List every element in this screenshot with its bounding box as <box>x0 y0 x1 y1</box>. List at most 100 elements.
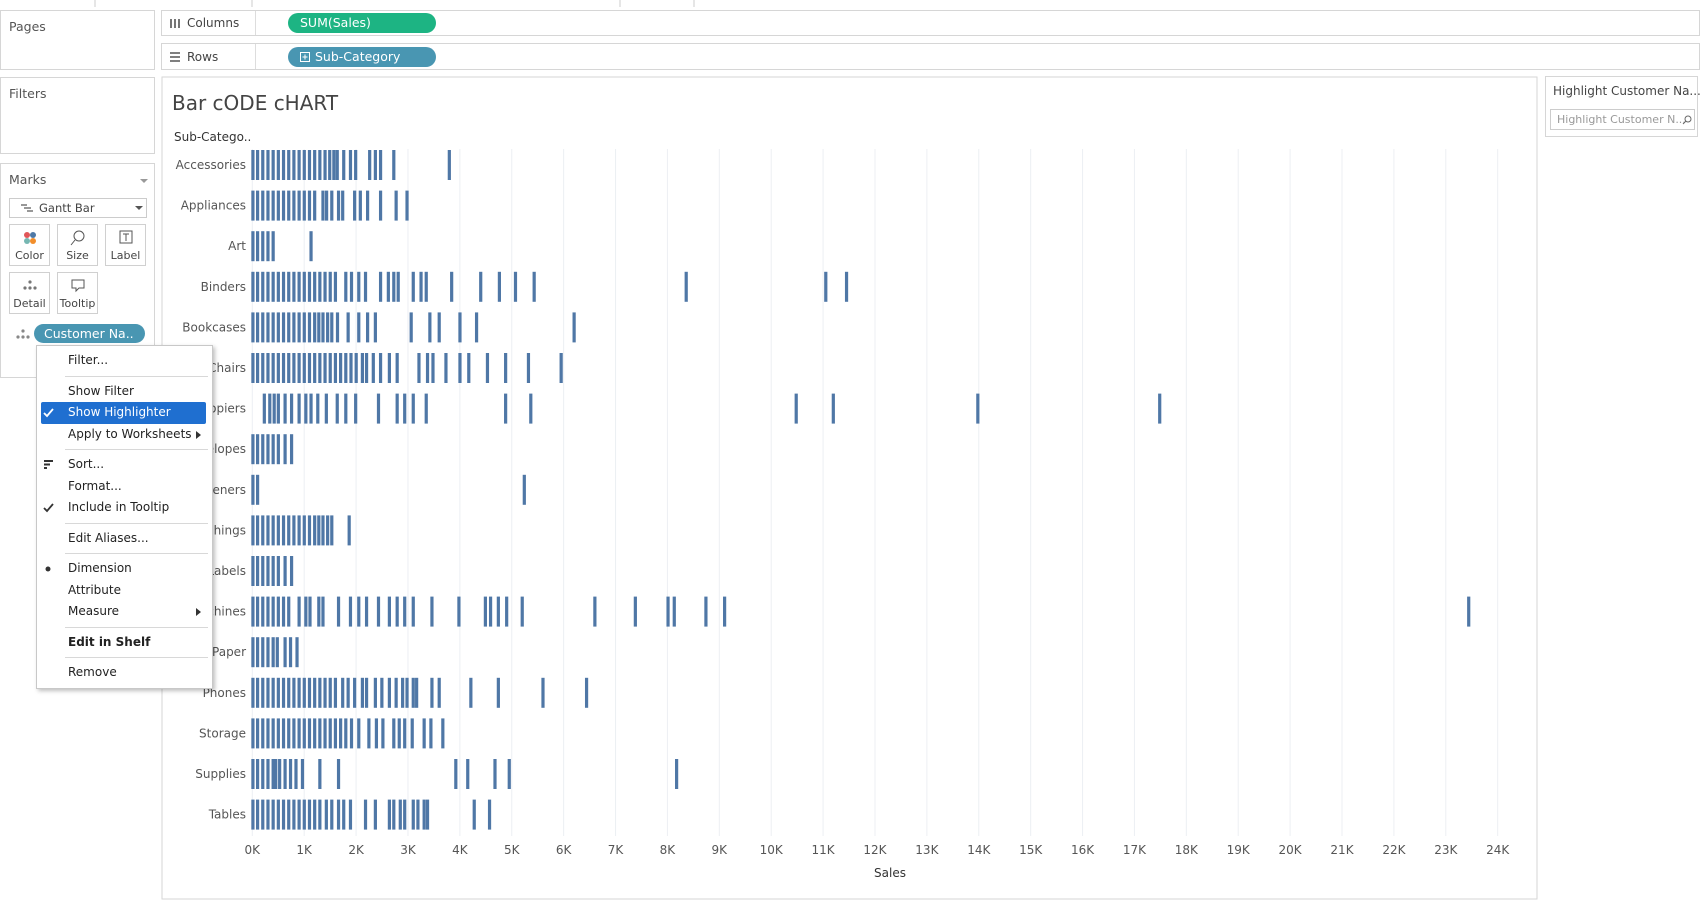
barcode-mark <box>287 718 291 749</box>
barcode-mark <box>357 596 361 627</box>
barcode-mark <box>316 393 320 424</box>
highlighter-input[interactable]: Highlight Customer N... <box>1550 109 1695 130</box>
columns-label: Columns <box>187 16 240 30</box>
barcode-mark <box>302 150 306 180</box>
marks-collapse[interactable] <box>139 177 149 185</box>
barcode-mark <box>354 150 358 180</box>
barcode-mark <box>335 312 340 343</box>
barcode-mark <box>493 759 497 789</box>
menu-item[interactable]: Edit Aliases... <box>37 528 212 550</box>
marks-button[interactable]: Tooltip <box>57 272 98 314</box>
sum-sales-pill[interactable]: SUM(Sales) <box>288 13 436 33</box>
menu-item[interactable]: Include in Tooltip <box>37 497 212 519</box>
x-tick-label: 19K <box>1227 843 1251 857</box>
barcode-mark <box>276 799 280 830</box>
barcode-mark <box>271 434 275 465</box>
menu-item[interactable]: Attribute <box>37 580 212 602</box>
barcode-mark <box>292 312 296 343</box>
menu-item[interactable]: Dimension <box>37 558 212 580</box>
barcode-mark <box>349 271 354 302</box>
customer-name-pill[interactable]: Customer Na.. <box>34 324 145 343</box>
barcode-mark <box>261 759 265 789</box>
pages-card: Pages <box>0 10 155 70</box>
barcode-mark <box>387 799 391 830</box>
barcode-mark <box>428 312 432 343</box>
barcode-mark <box>295 637 299 668</box>
columns-icon <box>170 19 180 28</box>
barcode-mark <box>336 799 341 830</box>
menu-marker <box>43 408 54 418</box>
y-tick-label: Bookcases <box>182 320 246 334</box>
barcode-mark <box>976 393 980 424</box>
barcode-mark <box>292 718 296 749</box>
marks-button[interactable]: Size <box>57 224 98 266</box>
menu-item[interactable]: Show Highlighter <box>41 402 206 424</box>
barcode-mark <box>401 677 405 708</box>
menu-item[interactable]: Format... <box>37 476 212 498</box>
gantt-icon <box>21 204 33 212</box>
barcode-mark <box>392 799 396 830</box>
menu-item-label: Apply to Worksheets <box>68 426 192 441</box>
barcode-mark <box>403 799 407 830</box>
barcode-mark <box>307 515 312 546</box>
menu-item[interactable]: Show Filter <box>37 381 212 403</box>
barcode-mark <box>346 677 350 708</box>
barcode-mark <box>466 759 470 789</box>
barcode-mark <box>397 718 401 749</box>
barcode-mark <box>326 312 330 343</box>
barcode-mark <box>394 677 398 708</box>
barcode-mark <box>266 596 270 627</box>
barcode-mark <box>297 393 301 424</box>
menu-item[interactable]: Filter... <box>37 350 212 372</box>
barcode-mark <box>328 353 332 383</box>
barcode-mark <box>302 312 306 343</box>
barcode-mark <box>330 190 334 221</box>
barcode-mark <box>416 799 420 830</box>
barcode-mark <box>297 150 301 180</box>
x-tick-label: 7K <box>608 843 625 857</box>
barcode-mark <box>1158 393 1162 424</box>
y-tick-label: Tables <box>208 808 246 822</box>
barcode-mark <box>411 393 415 424</box>
mark-type-dropdown[interactable]: Gantt Bar <box>9 198 147 218</box>
barcode-mark <box>532 271 536 302</box>
barcode-mark <box>326 515 330 546</box>
barcode-mark <box>261 150 265 180</box>
x-tick-label: 18K <box>1175 843 1199 857</box>
barcode-mark <box>276 393 280 424</box>
submenu-arrow <box>196 430 201 439</box>
barcode-mark <box>307 150 312 180</box>
barcode-mark <box>304 393 308 424</box>
barcode-mark <box>376 393 381 424</box>
barcode-mark <box>294 759 298 789</box>
sub-category-pill[interactable]: Sub-Category <box>288 47 436 67</box>
barcode-mark <box>271 353 275 383</box>
barcode-mark <box>300 759 305 789</box>
menu-item[interactable]: Apply to Worksheets <box>37 424 212 446</box>
marks-button[interactable]: Detail <box>9 272 50 314</box>
x-tick-label: 11K <box>812 843 836 857</box>
marks-card: Marks Gantt Bar Customer Na.. Color Size L… <box>0 163 155 378</box>
barcode-mark <box>271 718 275 749</box>
barcode-mark <box>262 393 266 424</box>
barcode-mark <box>410 718 414 749</box>
barcode-mark <box>387 596 391 627</box>
barcode-mark <box>378 150 383 180</box>
barcode-mark <box>276 718 280 749</box>
barcode-mark <box>505 596 509 627</box>
menu-item[interactable]: Sort... <box>37 454 212 476</box>
marks-button[interactable]: Color <box>9 224 50 266</box>
search-icon <box>1682 115 1692 125</box>
marks-button[interactable]: Label <box>105 224 146 266</box>
menu-marker <box>44 460 53 469</box>
menu-item[interactable]: Edit in Shelf <box>37 632 212 654</box>
menu-item[interactable]: Remove <box>37 662 212 684</box>
menu-item[interactable]: Measure <box>37 601 212 623</box>
barcode-mark <box>251 190 255 221</box>
barcode-mark <box>344 393 348 424</box>
barcode-mark <box>328 271 332 302</box>
barcode-mark <box>255 190 260 221</box>
barcode-mark <box>283 434 287 465</box>
barcode-mark <box>336 596 341 627</box>
